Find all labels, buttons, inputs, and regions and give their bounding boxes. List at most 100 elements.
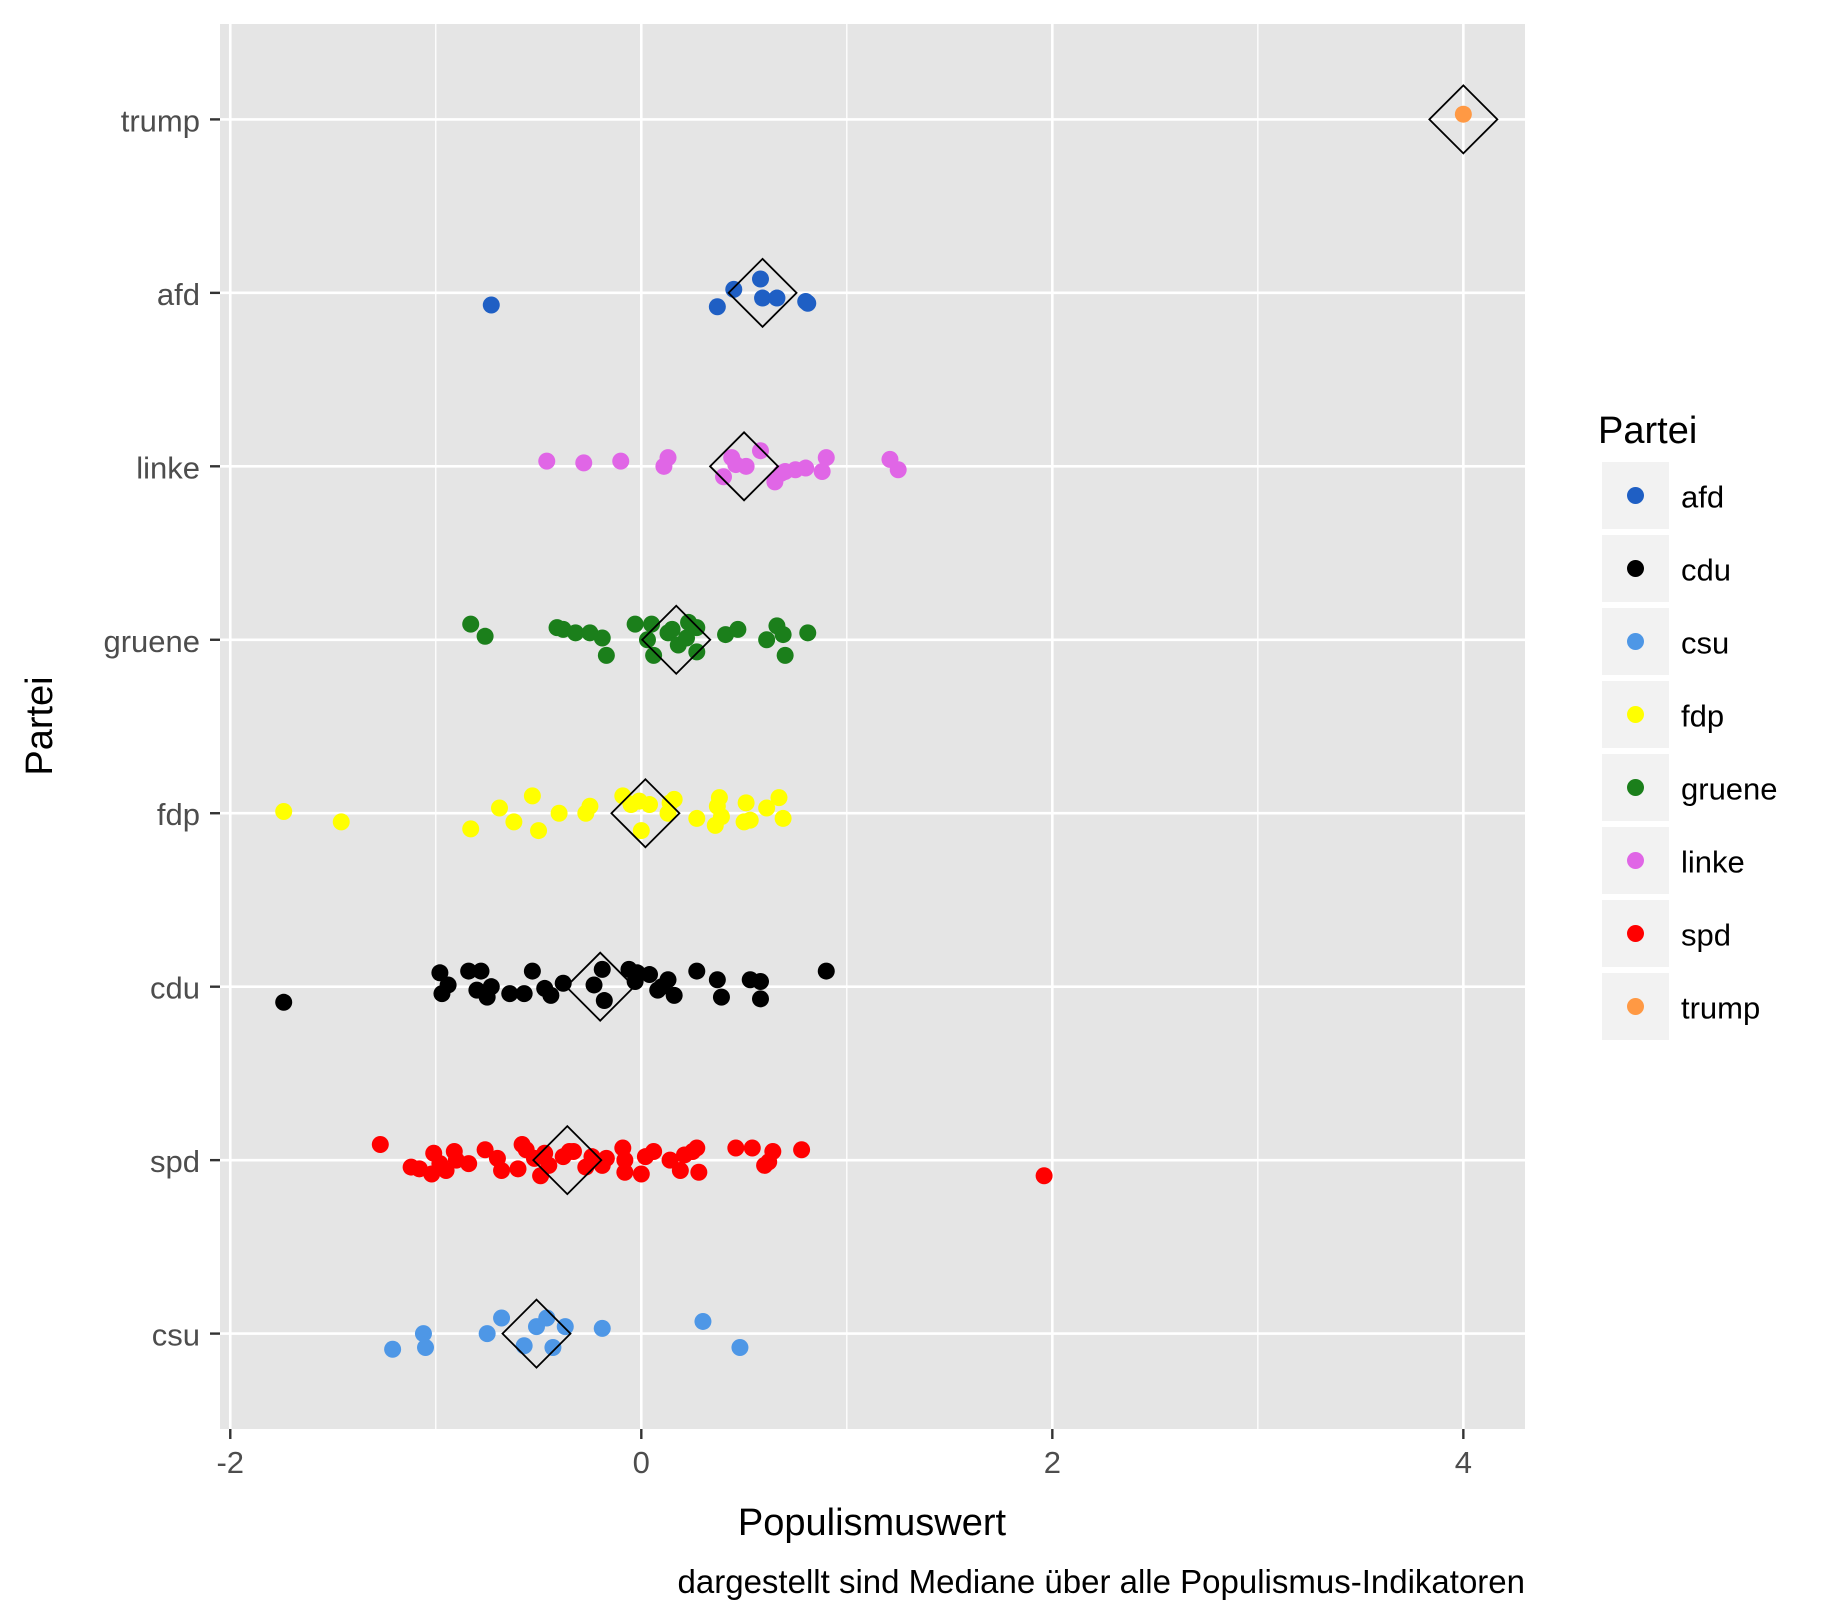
- data-point-cdu: [593, 960, 611, 978]
- data-point-trump: [1454, 105, 1472, 123]
- data-point-cdu: [751, 972, 769, 990]
- data-point-cdu: [626, 972, 644, 990]
- data-point-cdu: [595, 992, 613, 1010]
- legend-marker-gruene: [1627, 779, 1644, 796]
- x-tick-label: 4: [1455, 1445, 1472, 1480]
- chart-caption: dargestellt sind Mediane über alle Popul…: [678, 1563, 1525, 1600]
- legend-label-afd: afd: [1681, 480, 1724, 515]
- x-axis-title: Populismuswert: [738, 1502, 1007, 1544]
- data-point-cdu: [751, 990, 769, 1008]
- data-point-gruene: [758, 631, 776, 649]
- data-point-gruene: [678, 629, 696, 647]
- data-point-cdu: [817, 962, 835, 980]
- legend-title: Partei: [1598, 410, 1697, 452]
- data-point-csu: [515, 1337, 533, 1355]
- data-point-cdu: [501, 985, 519, 1003]
- data-point-spd: [371, 1136, 389, 1154]
- data-point-afd: [751, 270, 769, 288]
- data-point-gruene: [626, 615, 644, 633]
- data-point-cdu: [460, 962, 478, 980]
- median-markers: [501, 84, 1499, 1369]
- data-point-fdp: [712, 808, 730, 826]
- x-tick-label: 2: [1044, 1445, 1061, 1480]
- data-point-gruene: [663, 620, 681, 638]
- data-point-csu: [544, 1338, 562, 1356]
- y-tick-label: fdp: [157, 797, 200, 832]
- data-point-spd: [688, 1139, 706, 1157]
- data-point-linke: [538, 452, 556, 470]
- data-point-csu: [493, 1309, 511, 1327]
- data-point-fdp: [737, 794, 755, 812]
- y-tick-label: gruene: [103, 624, 200, 659]
- data-point-csu: [731, 1338, 749, 1356]
- data-point-spd: [616, 1163, 634, 1181]
- legend-label-csu: csu: [1681, 626, 1729, 661]
- legend-marker-spd: [1627, 925, 1644, 942]
- data-point-gruene: [799, 624, 817, 642]
- data-point-cdu: [712, 988, 730, 1006]
- data-point-cdu: [688, 962, 706, 980]
- median-marker-fdp: [610, 777, 681, 849]
- legend-label-trump: trump: [1681, 991, 1760, 1026]
- legend-marker-csu: [1627, 633, 1644, 650]
- data-point-gruene: [643, 615, 661, 633]
- data-point-csu: [593, 1319, 611, 1337]
- data-point-gruene: [776, 646, 794, 664]
- data-point-linke: [889, 461, 907, 479]
- data-point-cdu: [275, 993, 293, 1011]
- data-point-cdu: [659, 971, 677, 989]
- data-point-fdp: [530, 822, 548, 840]
- data-point-cdu: [439, 976, 457, 994]
- data-point-csu: [556, 1318, 574, 1336]
- data-point-linke: [751, 442, 769, 460]
- data-point-cdu: [641, 966, 659, 984]
- data-point-fdp: [581, 797, 599, 815]
- data-point-fdp: [774, 809, 792, 827]
- data-point-cdu: [665, 986, 683, 1004]
- data-point-fdp: [550, 804, 568, 822]
- data-point-spd: [743, 1139, 761, 1157]
- y-tick-label: trump: [121, 103, 200, 138]
- data-point-csu: [414, 1325, 432, 1343]
- median-marker-gruene: [640, 604, 712, 676]
- data-point-gruene: [597, 646, 615, 664]
- data-point-fdp: [632, 822, 650, 840]
- data-point-spd: [645, 1142, 663, 1160]
- data-point-fdp: [505, 813, 523, 831]
- data-point-afd: [725, 280, 743, 298]
- y-tick-label: cdu: [150, 971, 200, 1006]
- legend-label-fdp: fdp: [1681, 699, 1724, 734]
- data-point-afd: [768, 289, 786, 307]
- y-tick-label: afd: [157, 277, 200, 312]
- median-marker-trump: [1428, 84, 1499, 155]
- data-point-fdp: [770, 789, 788, 807]
- data-points: [275, 105, 1472, 1358]
- legend-label-cdu: cdu: [1681, 553, 1731, 588]
- data-point-linke: [612, 452, 630, 470]
- y-tick-label: csu: [152, 1318, 200, 1353]
- data-point-linke: [817, 449, 835, 467]
- data-point-gruene: [645, 646, 663, 664]
- data-point-cdu: [542, 986, 560, 1004]
- data-point-spd: [661, 1151, 679, 1169]
- data-point-spd: [793, 1141, 811, 1159]
- x-tick-label: -2: [216, 1445, 244, 1480]
- y-tick-label: spd: [150, 1144, 200, 1179]
- data-point-spd: [727, 1139, 745, 1157]
- data-point-afd: [708, 298, 726, 316]
- data-point-linke: [575, 454, 593, 472]
- grid-lines: [220, 24, 1525, 1429]
- legend-label-gruene: gruene: [1681, 772, 1778, 807]
- data-point-fdp: [710, 789, 728, 807]
- data-point-spd: [671, 1162, 689, 1180]
- legend-marker-afd: [1627, 487, 1644, 504]
- data-point-spd: [476, 1141, 494, 1159]
- data-point-spd: [1035, 1167, 1053, 1185]
- data-point-fdp: [490, 799, 508, 817]
- data-point-afd: [482, 296, 500, 314]
- median-marker-csu: [501, 1298, 572, 1369]
- data-point-linke: [659, 449, 677, 467]
- data-point-cdu: [431, 964, 449, 982]
